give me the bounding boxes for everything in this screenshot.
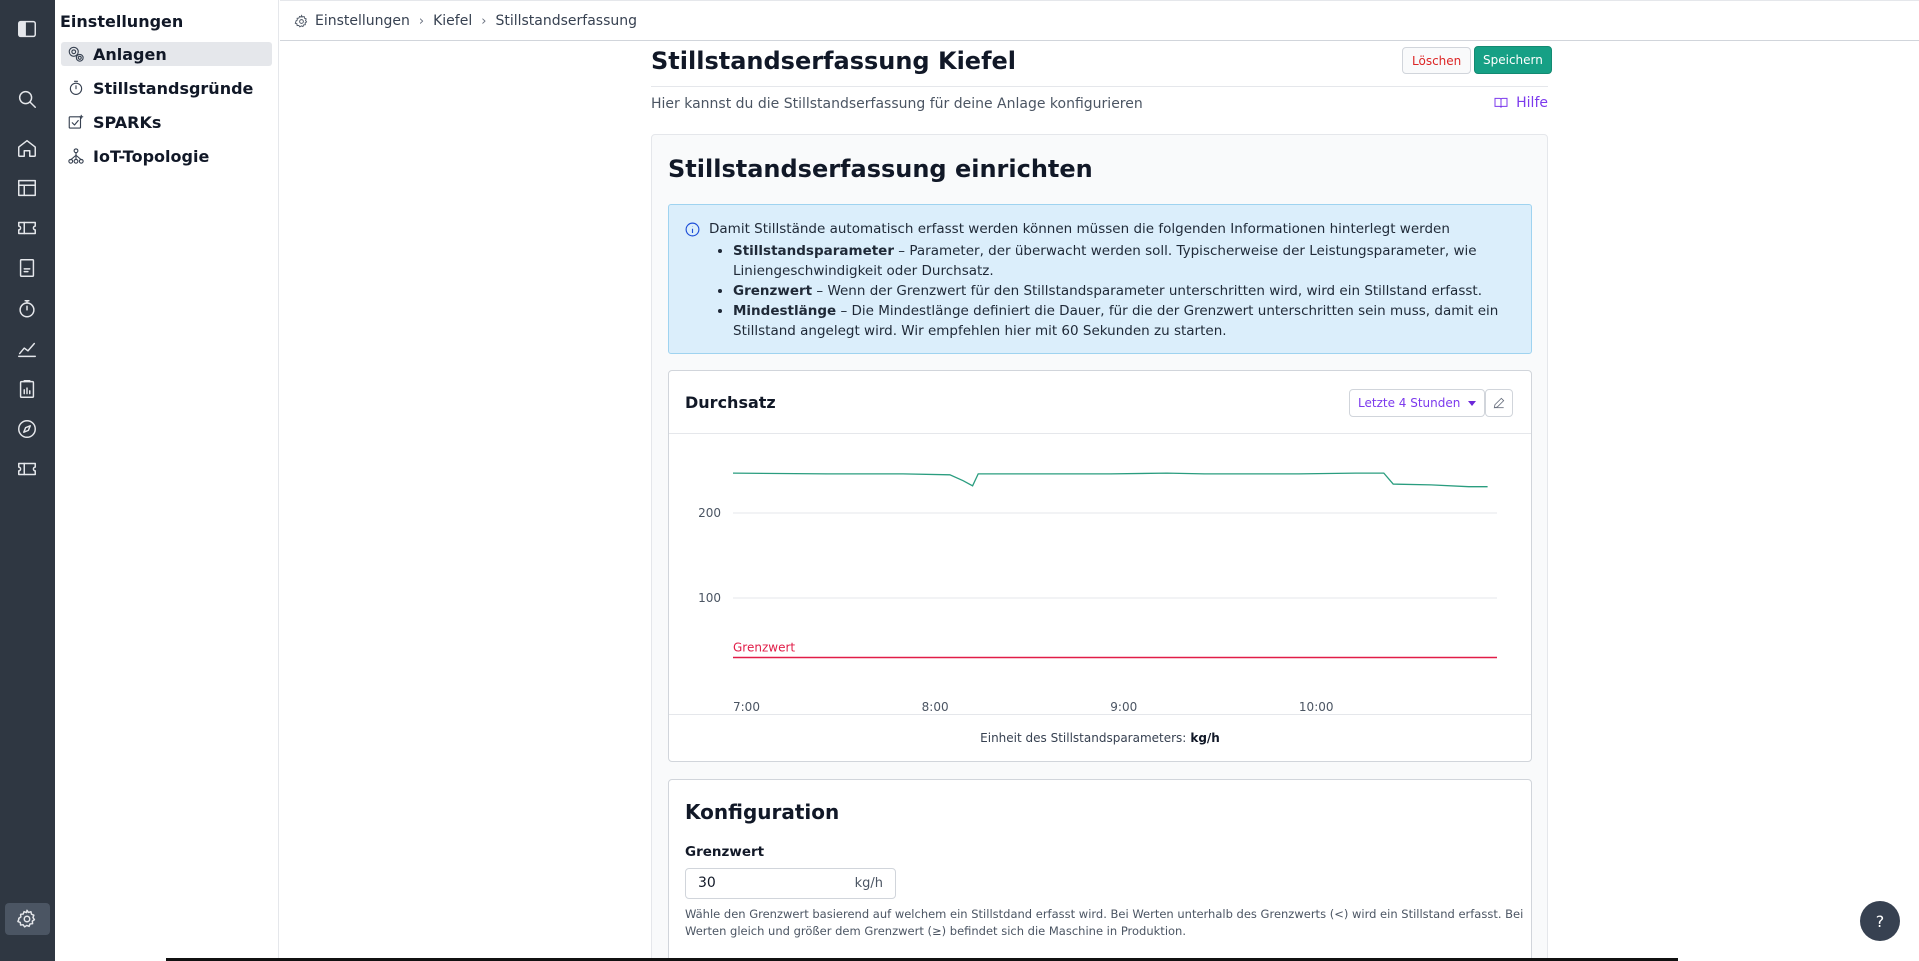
info-item: Grenzwert – Wenn der Grenzwert für den S…	[733, 281, 1513, 301]
edit-button[interactable]	[1485, 389, 1513, 417]
breadcrumb-item-current: Stillstandserfassung	[495, 13, 637, 29]
info-item: Mindestlänge – Die Mindestlänge definier…	[733, 301, 1513, 341]
info-text: – Wenn der Grenzwert für den Stillstands…	[812, 283, 1482, 299]
chart-card: Durchsatz Letzte 4 Stunden 100 200 7:00 8:0…	[668, 370, 1532, 762]
info-lead: Damit Stillstände automatisch erfasst we…	[709, 221, 1450, 237]
pencil-icon	[1493, 397, 1505, 409]
page-title: Stillstandserfassung Kiefel	[651, 47, 1017, 75]
info-list: Stillstandsparameter – Parameter, der üb…	[733, 241, 1513, 341]
threshold-input[interactable]	[698, 875, 838, 891]
config-title: Konfiguration	[685, 800, 840, 824]
ticket-alt-icon[interactable]	[14, 456, 40, 482]
delete-button[interactable]: Löschen	[1402, 47, 1472, 74]
ticket-icon[interactable]	[14, 215, 40, 241]
info-text: – Die Mindestlänge definiert die Dauer, …	[733, 303, 1499, 339]
time-range-label: Letzte 4 Stunden	[1358, 396, 1461, 410]
page-subtitle: Hier kannst du die Stillstandserfassung …	[651, 96, 1143, 112]
sidebar-item-label: Anlagen	[93, 44, 167, 64]
throughput-chart: 100 200 7:00 8:00 9:00 10:00 Grenzwert	[698, 472, 1497, 714]
sidebar-item-sparks[interactable]: SPARKs	[61, 110, 272, 134]
unit-value: kg/h	[1190, 731, 1220, 745]
config-card: Konfiguration Grenzwert kg/h Wähle den G…	[668, 779, 1532, 961]
x-tick-label: 8:00	[922, 700, 949, 714]
unit-label: Einheit des Stillstandsparameters:	[980, 731, 1187, 745]
threshold-field[interactable]: kg/h	[685, 868, 896, 899]
time-range-select[interactable]: Letzte 4 Stunden	[1349, 389, 1486, 417]
threshold-label: Grenzwert	[685, 844, 765, 860]
breadcrumb: Einstellungen › Kiefel › Stillstandserfa…	[294, 13, 637, 29]
window-edge	[166, 958, 1678, 961]
book-icon	[1494, 97, 1508, 108]
sidebar-item-iot-topologie[interactable]: IoT-Topologie	[61, 144, 272, 168]
stopwatch-icon[interactable]	[14, 296, 40, 322]
threshold-help-text: Wähle den Grenzwert basierend auf welche…	[685, 907, 1524, 938]
app-rail	[0, 0, 55, 961]
info-term: Mindestlänge	[733, 303, 837, 319]
breadcrumb-bar: Einstellungen › Kiefel › Stillstandserfa…	[280, 0, 1919, 41]
breadcrumb-item-kiefel[interactable]: Kiefel	[433, 13, 473, 29]
help-label: Hilfe	[1516, 95, 1548, 111]
dashboard-icon[interactable]	[14, 175, 40, 201]
chevron-right-icon: ›	[418, 13, 425, 29]
sidebar-title: Einstellungen	[60, 12, 184, 31]
x-tick-label: 7:00	[733, 700, 760, 714]
topology-icon	[66, 146, 86, 166]
sidebar-item-label: Stillstandsgründe	[93, 78, 254, 98]
threshold-unit: kg/h	[854, 876, 883, 891]
info-term: Grenzwert	[733, 283, 813, 299]
sidebar-item-stillstandsgruende[interactable]: Stillstandsgründe	[61, 76, 272, 100]
chart-footer: Einheit des Stillstandsparameters: kg/h	[669, 714, 1531, 761]
breadcrumb-item-einstellungen[interactable]: Einstellungen	[315, 13, 410, 29]
gear-icon	[294, 13, 308, 28]
caret-down-icon	[1468, 400, 1477, 406]
report-icon[interactable]	[14, 255, 40, 281]
help-fab-button[interactable]: ?	[1860, 901, 1900, 941]
home-icon[interactable]	[14, 135, 40, 161]
setup-card: Stillstandserfassung einrichten Damit St…	[651, 134, 1548, 961]
threshold-label: Grenzwert	[733, 641, 795, 655]
settings-sidebar: Einstellungen Anlagen Stillstandsgründe …	[55, 0, 279, 961]
spark-icon	[66, 112, 86, 132]
info-icon	[684, 221, 701, 238]
chart-icon[interactable]	[14, 336, 40, 362]
sidebar-item-label: SPARKs	[93, 112, 162, 132]
info-text: – Parameter, der überwacht werden soll. …	[733, 243, 1477, 279]
save-button[interactable]: Speichern	[1474, 46, 1552, 74]
sidebar-item-label: IoT-Topologie	[93, 146, 210, 166]
y-tick-label: 100	[698, 591, 721, 605]
stopwatch-icon	[66, 78, 86, 98]
gears-icon	[66, 44, 86, 64]
chart-header: Durchsatz Letzte 4 Stunden	[669, 371, 1531, 434]
y-tick-label: 200	[698, 506, 721, 520]
chevron-right-icon: ›	[481, 13, 487, 29]
info-box: Damit Stillstände automatisch erfasst we…	[668, 204, 1532, 354]
series-line	[732, 472, 1488, 488]
rail-active-indicator	[5, 903, 50, 935]
search-icon[interactable]	[14, 86, 40, 112]
page-header: Stillstandserfassung Kiefel Löschen Spei…	[651, 41, 1552, 87]
x-tick-label: 10:00	[1299, 700, 1334, 714]
info-term: Stillstandsparameter	[733, 243, 894, 259]
sidebar-item-anlagen[interactable]: Anlagen	[61, 42, 272, 66]
sidebar-toggle-icon[interactable]	[14, 16, 40, 42]
compass-icon[interactable]	[14, 416, 40, 442]
setup-title: Stillstandserfassung einrichten	[668, 155, 1093, 183]
clipboard-icon[interactable]	[14, 376, 40, 402]
chart-title: Durchsatz	[685, 393, 776, 412]
x-tick-label: 9:00	[1110, 700, 1137, 714]
info-item: Stillstandsparameter – Parameter, der üb…	[733, 241, 1513, 281]
settings-gear-icon[interactable]	[14, 906, 40, 932]
help-link[interactable]: Hilfe	[1493, 95, 1548, 111]
